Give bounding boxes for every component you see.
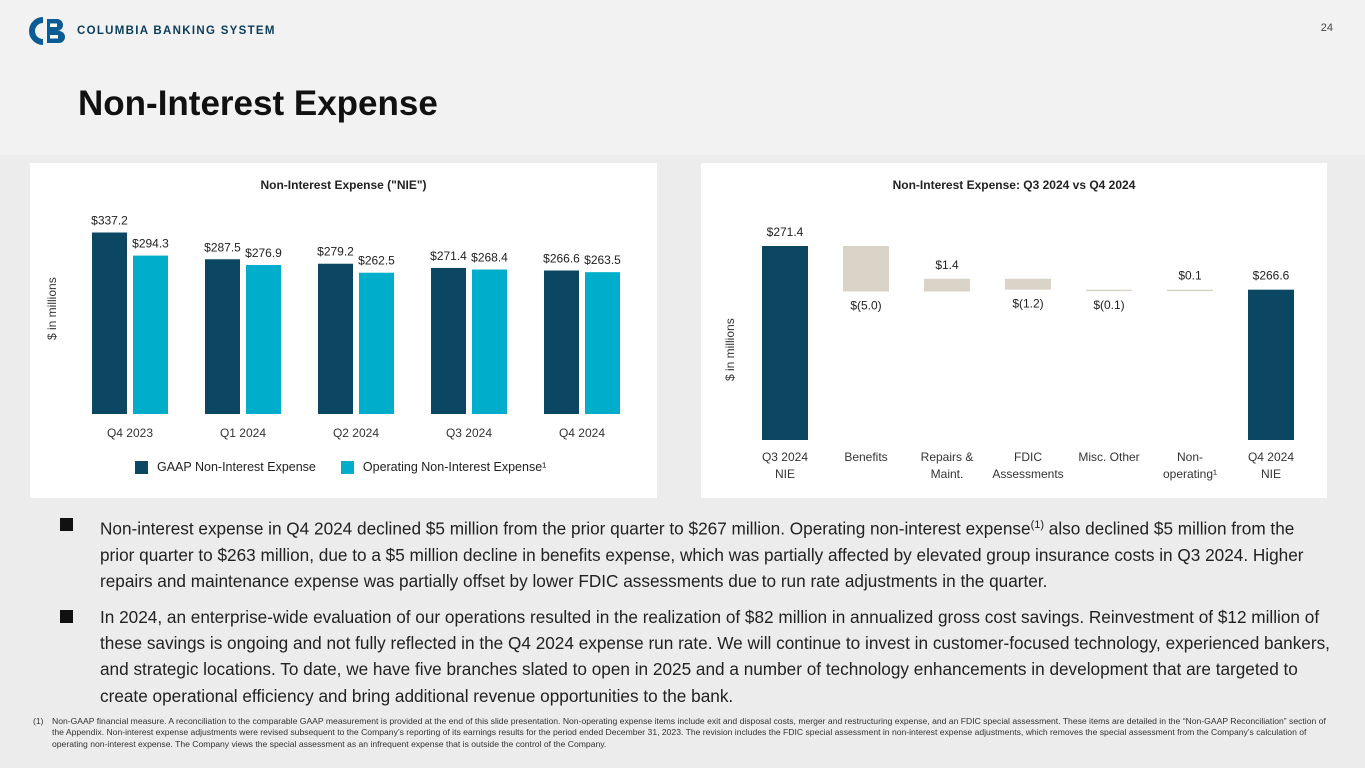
bar-gaap xyxy=(318,263,353,414)
nie-legend: GAAP Non-Interest Expense Operating Non-… xyxy=(135,460,571,474)
bar-value-label: $294.3 xyxy=(132,237,169,251)
x-tick-label: FDIC xyxy=(1014,450,1042,464)
bar-value-label: $279.2 xyxy=(317,245,354,259)
footnote-ref: (1) xyxy=(1030,519,1045,531)
bar-gaap xyxy=(544,270,579,414)
x-tick-label: Assessments xyxy=(992,467,1063,481)
bar-gaap xyxy=(205,259,240,414)
waterfall-value-label: $1.4 xyxy=(935,258,959,272)
bar-value-label: $262.5 xyxy=(358,254,395,268)
waterfall-change-bar xyxy=(1167,289,1213,292)
x-tick-label: Q4 2024 xyxy=(559,426,605,440)
bar-operating xyxy=(359,272,394,414)
waterfall-change-bar xyxy=(1086,289,1132,292)
waterfall-change-bar xyxy=(843,246,889,292)
x-tick-label: operating¹ xyxy=(1163,467,1217,481)
waterfall-chart-panel: Non-Interest Expense: Q3 2024 vs Q4 2024… xyxy=(701,163,1327,498)
x-tick-label: NIE xyxy=(1261,467,1281,481)
company-name: COLUMBIA BANKING SYSTEM xyxy=(77,25,276,37)
x-tick-label: Maint. xyxy=(931,467,964,481)
waterfall-value-label: $0.1 xyxy=(1178,269,1202,283)
waterfall-chart-title: Non-Interest Expense: Q3 2024 vs Q4 2024 xyxy=(892,178,1136,192)
x-tick-label: Q4 2024 xyxy=(1248,450,1294,464)
bar-value-label: $266.6 xyxy=(543,252,580,266)
company-logo: COLUMBIA BANKING SYSTEM xyxy=(26,16,276,46)
footnote-mark: (1) xyxy=(33,716,44,726)
page-title: Non-Interest Expense xyxy=(78,84,438,123)
x-tick-label: Benefits xyxy=(844,450,887,464)
bar-value-label: $276.9 xyxy=(245,246,282,260)
bar-value-label: $271.4 xyxy=(430,249,467,263)
bar-value-label: $337.2 xyxy=(91,214,128,228)
commentary-bullets: Non-interest expense in Q4 2024 declined… xyxy=(60,512,1330,718)
bullet-1-text-end: also declined $5 million from the prior … xyxy=(100,518,1304,592)
x-tick-label: Q3 2024 xyxy=(446,426,492,440)
bar-gaap xyxy=(92,232,127,414)
x-tick-label: Q2 2024 xyxy=(333,426,379,440)
x-tick-label: Q3 2024 xyxy=(762,450,808,464)
bullet-item: Non-interest expense in Q4 2024 declined… xyxy=(60,512,1330,595)
waterfall-value-label: $266.6 xyxy=(1253,269,1290,283)
legend-swatch-operating xyxy=(340,460,354,474)
x-tick-label: Misc. Other xyxy=(1078,450,1139,464)
bullet-1-text-start: Non-interest expense in Q4 2024 declined… xyxy=(100,518,1031,539)
waterfall-chart: $271.4 Q3 2024 NIE $(5.0) Benefits $1.4 Repair… xyxy=(762,225,1294,481)
waterfall-value-label: $(1.2) xyxy=(1012,297,1043,311)
x-tick-label: Repairs & xyxy=(921,450,974,464)
bar-operating xyxy=(585,272,620,414)
legend-item-gaap: GAAP Non-Interest Expense xyxy=(135,460,316,474)
x-tick-label: Q4 2023 xyxy=(107,426,153,440)
bar-operating xyxy=(246,264,281,414)
waterfall-total-bar xyxy=(762,246,808,440)
bullet-text-2: In 2024, an enterprise-wide evaluation o… xyxy=(100,606,1330,706)
legend-swatch-gaap xyxy=(135,460,148,474)
footnote: (1) Non-GAAP financial measure. A reconc… xyxy=(33,716,1333,750)
bar-value-label: $263.5 xyxy=(584,253,621,267)
x-tick-label: NIE xyxy=(775,467,795,481)
x-tick-label: Non- xyxy=(1177,450,1203,464)
page-number: 24 xyxy=(1320,22,1333,34)
bar-operating xyxy=(133,255,168,414)
footnote-text: Non-GAAP financial measure. A reconcilia… xyxy=(52,716,1326,749)
legend-label-gaap: GAAP Non-Interest Expense xyxy=(157,460,316,474)
bullet-text-1: Non-interest expense in Q4 2024 declined… xyxy=(100,512,1330,595)
legend-label-operating: Operating Non-Interest Expense¹ xyxy=(362,460,547,474)
legend-item-operating: Operating Non-Interest Expense¹ xyxy=(340,460,547,474)
waterfall-total-bar xyxy=(1248,289,1294,440)
nie-chart-title: Non-Interest Expense ("NIE") xyxy=(260,178,427,192)
waterfall-value-label: $(5.0) xyxy=(850,299,881,313)
waterfall-change-bar xyxy=(924,278,970,292)
bar-value-label: $268.4 xyxy=(471,251,508,265)
nie-chart-panel: Non-Interest Expense ("NIE") $ in millio… xyxy=(30,163,657,498)
waterfall-change-bar xyxy=(1005,278,1051,290)
nie-bar-chart: $337.2 $294.3 Q4 2023 $287.5 $276.9 Q1 2024 $2… xyxy=(91,214,621,440)
bullet-square-icon xyxy=(60,609,73,623)
cb-logo-mark xyxy=(29,17,65,45)
bar-operating xyxy=(472,269,507,414)
waterfall-value-label: $(0.1) xyxy=(1093,298,1124,312)
bullet-item: In 2024, an enterprise-wide evaluation o… xyxy=(60,604,1330,709)
bar-gaap xyxy=(431,267,466,414)
bar-value-label: $287.5 xyxy=(204,240,241,254)
x-tick-label: Q1 2024 xyxy=(220,426,266,440)
bullet-square-icon xyxy=(60,518,73,531)
waterfall-value-label: $271.4 xyxy=(767,225,804,239)
